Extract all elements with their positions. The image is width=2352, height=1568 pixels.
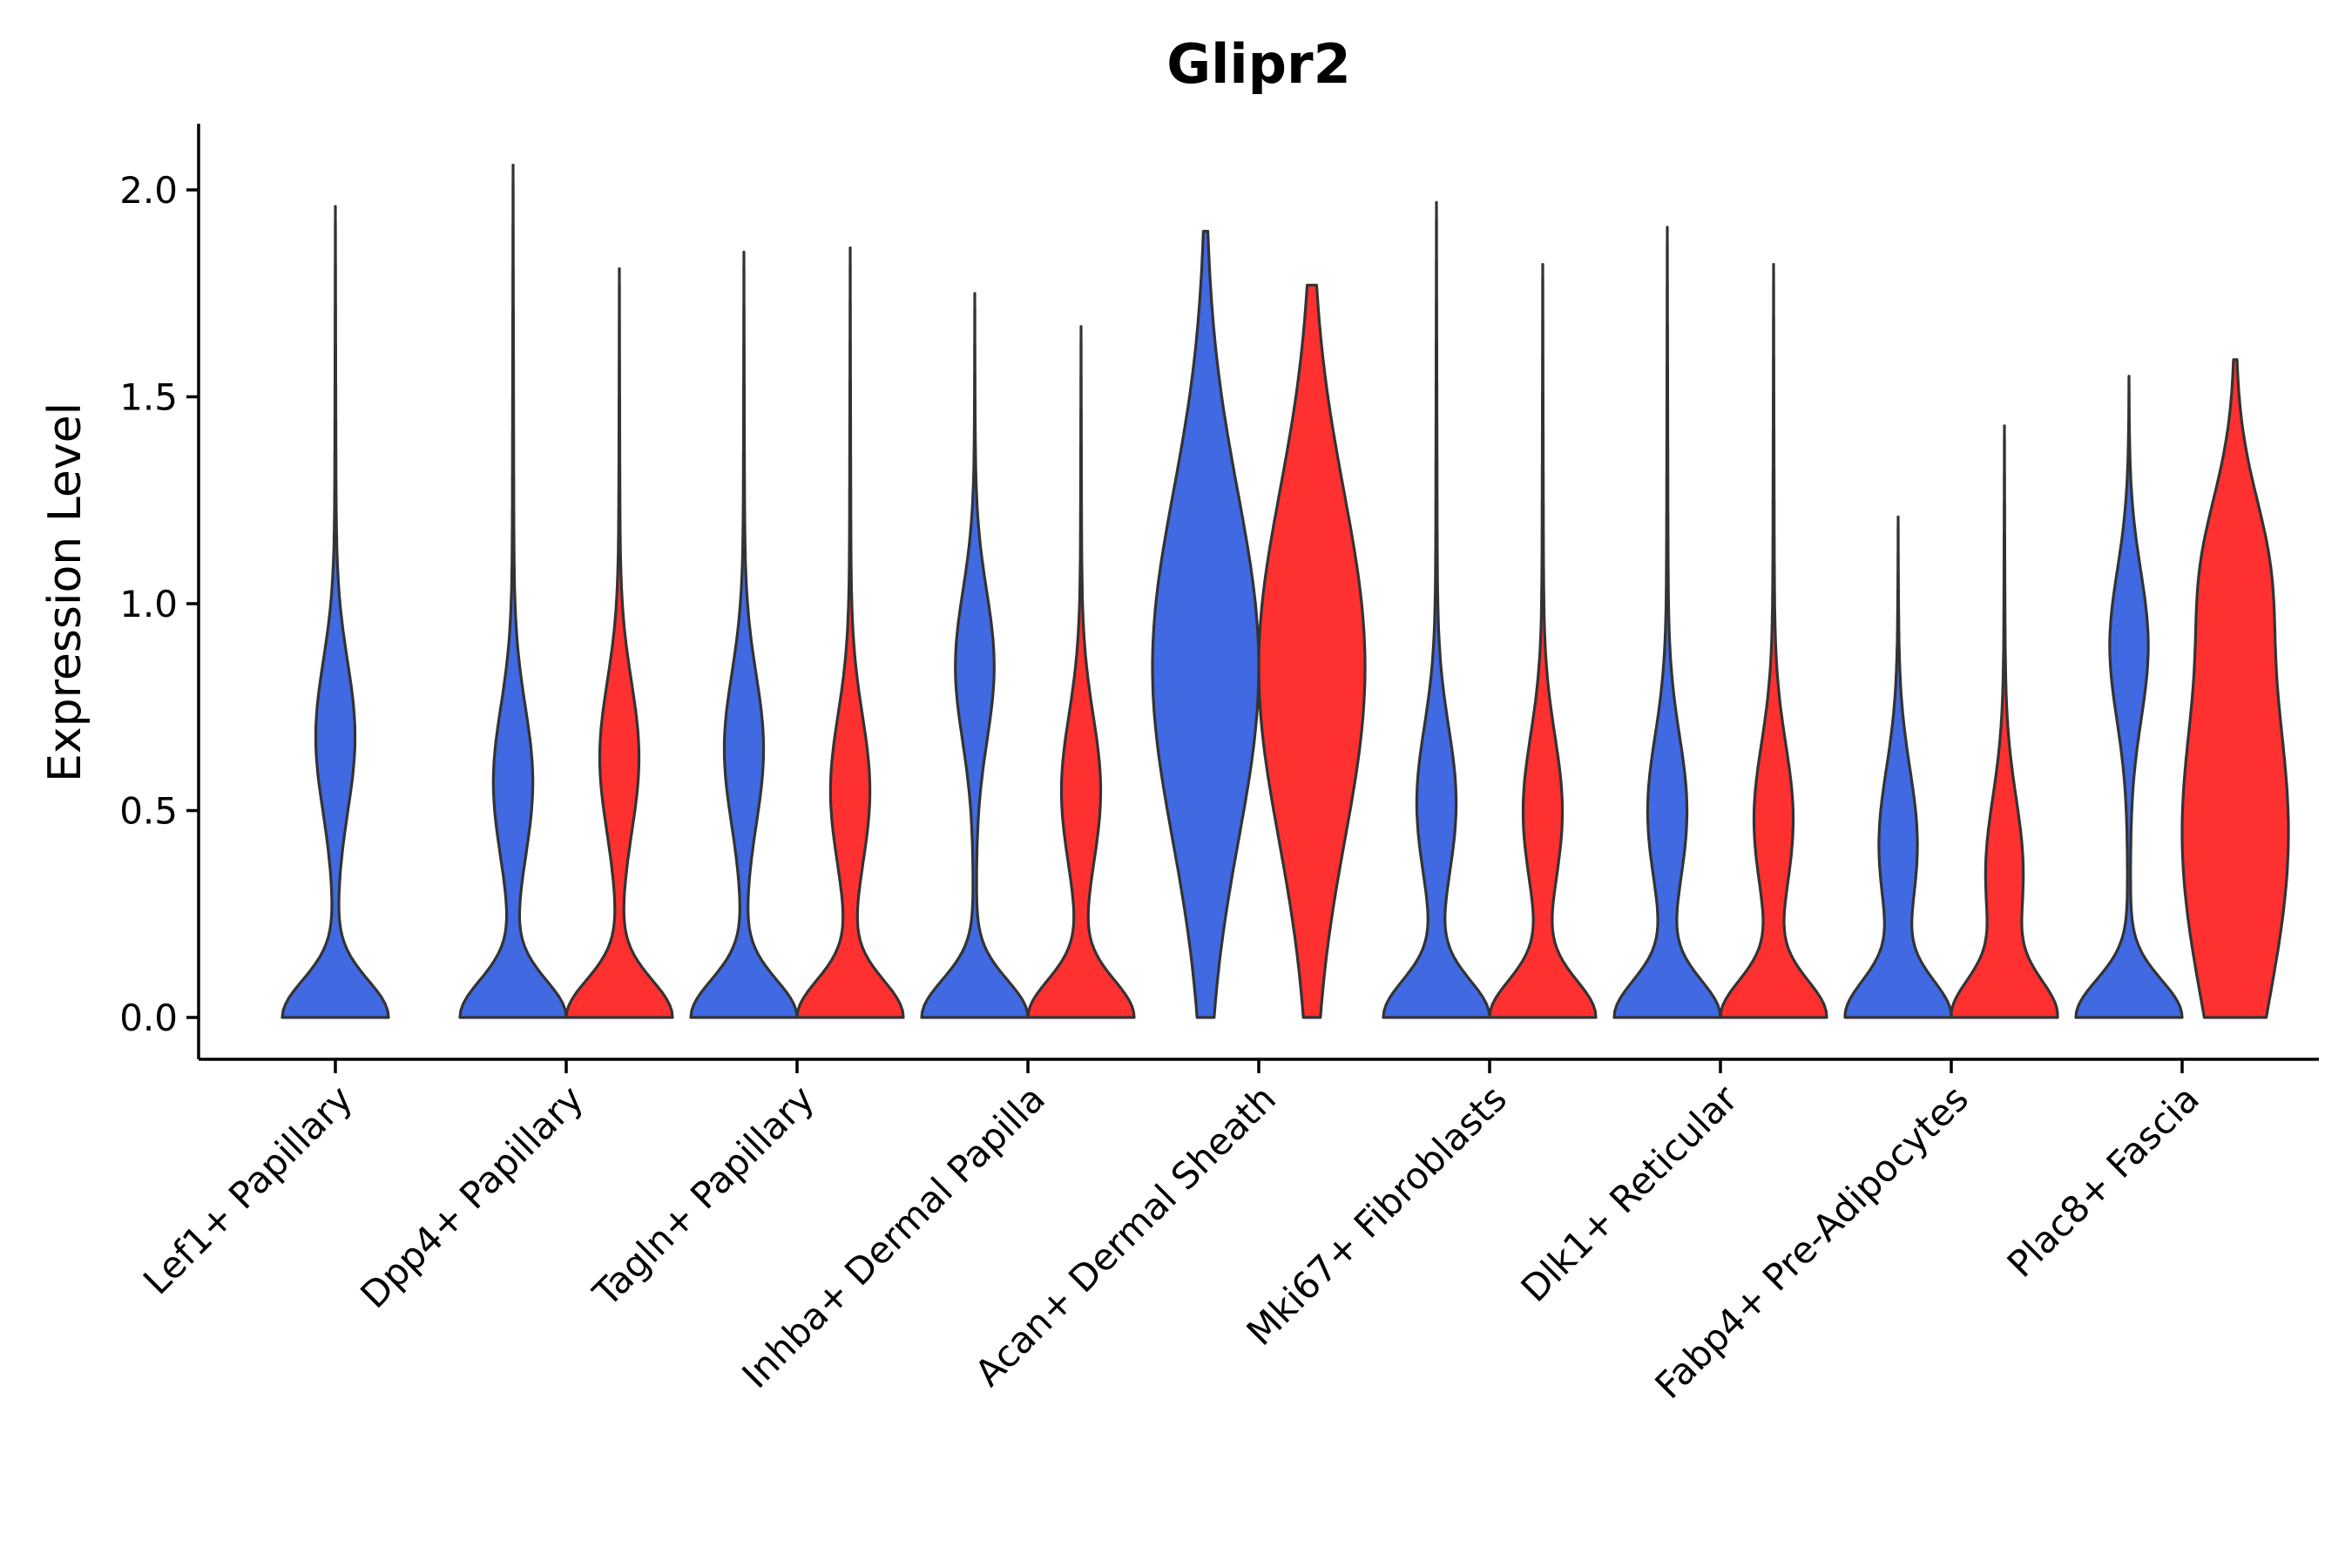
violin-blue-4 [920,292,1030,1019]
x-tick-label: Plac8+ Fascia [1999,1077,2207,1285]
violin-blue-9 [2074,375,2184,1019]
violin-red-8 [1950,424,2059,1019]
violin-blue-3 [689,250,799,1019]
y-tick-label: 0.5 [119,790,178,833]
violin-red-9 [2180,358,2290,1019]
violin-blue-2 [458,163,568,1019]
violin-red-4 [1026,325,1136,1019]
violin-blue-1 [280,205,390,1019]
x-tick-label: Dlk1+ Reticular [1513,1077,1747,1310]
violin-group [280,163,2290,1019]
x-tick-label: Dpp4+ Papillary [352,1077,591,1316]
y-tick-label: 2.0 [119,169,178,212]
y-axis-label: Expression Level [39,402,91,782]
y-tick-label: 1.5 [119,376,178,419]
violin-blue-5 [1151,229,1260,1019]
x-tick-label: Lef1+ Papillary [135,1077,361,1302]
violin-red-5 [1257,283,1367,1019]
violin-blue-6 [1382,200,1491,1019]
violin-red-7 [1719,262,1828,1019]
chart-title: Glipr2 [1166,32,1351,96]
violin-red-3 [795,246,905,1019]
y-tick-label: 1.0 [119,583,178,625]
violin-red-6 [1488,262,1598,1019]
x-tick-label: Tagln+ Papillary [585,1077,822,1315]
x-tick-label: Mki67+ Fibroblasts [1239,1077,1515,1353]
violin-blue-7 [1612,226,1722,1019]
violin-blue-8 [1843,515,1953,1019]
violin-red-2 [564,267,674,1019]
y-tick-label: 0.0 [119,997,178,1039]
